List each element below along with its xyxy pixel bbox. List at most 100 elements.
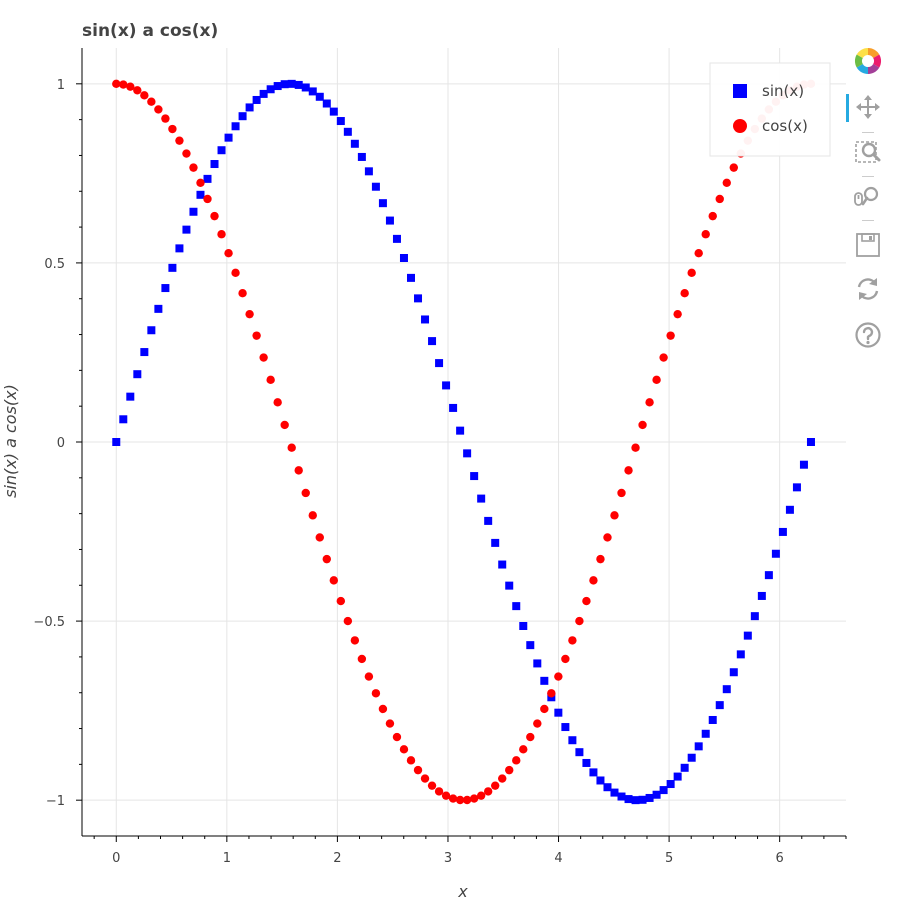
sin-data-point[interactable] — [456, 426, 465, 435]
sin-data-point[interactable] — [533, 659, 542, 668]
sin-data-point[interactable] — [806, 438, 815, 446]
sin-data-point[interactable] — [147, 326, 156, 335]
cos-data-point[interactable] — [308, 511, 317, 520]
cos-data-point[interactable] — [182, 149, 191, 158]
sin-data-point[interactable] — [308, 87, 317, 96]
cos-data-point[interactable] — [666, 331, 675, 340]
sin-data-point[interactable] — [631, 796, 640, 805]
cos-data-point[interactable] — [659, 353, 668, 362]
cos-data-point[interactable] — [540, 704, 549, 714]
sin-data-point[interactable] — [414, 294, 423, 303]
sin-data-point[interactable] — [575, 748, 584, 757]
sin-data-point[interactable] — [140, 348, 149, 357]
sin-data-point[interactable] — [526, 641, 535, 650]
sin-data-point[interactable] — [701, 729, 710, 738]
sin-data-point[interactable] — [617, 792, 626, 801]
sin-data-point[interactable] — [364, 167, 373, 176]
sin-data-point[interactable] — [294, 80, 303, 89]
cos-data-point[interactable] — [512, 756, 521, 765]
cos-data-point[interactable] — [441, 791, 451, 800]
cos-data-point[interactable] — [673, 309, 682, 319]
sin-data-point[interactable] — [743, 631, 752, 640]
sin-data-point[interactable] — [238, 112, 247, 121]
sin-data-point[interactable] — [603, 783, 612, 792]
cos-data-point[interactable] — [526, 732, 535, 742]
sin-data-point[interactable] — [112, 438, 121, 446]
cos-data-point[interactable] — [301, 488, 310, 498]
sin-data-point[interactable] — [315, 92, 324, 101]
sin-data-point[interactable] — [708, 715, 717, 724]
cos-data-point[interactable] — [189, 163, 198, 172]
sin-data-point[interactable] — [792, 483, 801, 492]
cos-data-point[interactable] — [168, 124, 177, 134]
sin-data-point[interactable] — [778, 527, 787, 536]
sin-data-point[interactable] — [259, 89, 268, 98]
sin-data-point[interactable] — [498, 560, 507, 569]
sin-data-point[interactable] — [161, 284, 170, 293]
cos-data-point[interactable] — [315, 533, 324, 542]
cos-data-point[interactable] — [505, 765, 514, 775]
cos-data-point[interactable] — [631, 443, 640, 452]
cos-data-point[interactable] — [680, 289, 689, 298]
sin-data-point[interactable] — [519, 621, 528, 630]
save-tool-button[interactable] — [848, 228, 888, 262]
sin-data-point[interactable] — [561, 723, 570, 732]
sin-data-point[interactable] — [322, 99, 331, 108]
cos-data-point[interactable] — [519, 745, 528, 754]
cos-data-point[interactable] — [469, 794, 479, 803]
cos-data-point[interactable] — [161, 114, 170, 123]
sin-data-point[interactable] — [722, 685, 731, 694]
cos-data-point[interactable] — [294, 466, 303, 475]
sin-data-point[interactable] — [736, 650, 745, 659]
sin-data-point[interactable] — [392, 234, 401, 243]
cos-data-point[interactable] — [259, 353, 268, 362]
cos-data-point[interactable] — [273, 398, 282, 407]
sin-data-point[interactable] — [568, 736, 577, 745]
cos-data-point[interactable] — [491, 781, 500, 790]
cos-data-point[interactable] — [238, 289, 247, 298]
sin-data-point[interactable] — [350, 139, 359, 148]
sin-data-point[interactable] — [343, 127, 352, 136]
cos-data-point[interactable] — [455, 795, 465, 805]
sin-data-point[interactable] — [336, 117, 345, 126]
sin-data-point[interactable] — [357, 152, 366, 161]
sin-data-point[interactable] — [168, 263, 177, 272]
sin-data-point[interactable] — [435, 359, 444, 368]
help-tool-button[interactable] — [848, 318, 888, 352]
sin-data-point[interactable] — [596, 776, 605, 785]
sin-data-point[interactable] — [610, 788, 619, 797]
sin-data-point[interactable] — [133, 370, 142, 379]
sin-data-point[interactable] — [694, 742, 703, 751]
cos-data-point[interactable] — [582, 596, 591, 606]
cos-data-point[interactable] — [140, 91, 149, 100]
cos-data-point[interactable] — [498, 774, 507, 783]
cos-data-point[interactable] — [420, 774, 430, 783]
cos-data-point[interactable] — [357, 654, 367, 664]
cos-data-point[interactable] — [126, 82, 135, 91]
sin-data-point[interactable] — [554, 708, 563, 717]
sin-data-point[interactable] — [385, 216, 394, 225]
cos-data-point[interactable] — [729, 163, 738, 172]
sin-data-point[interactable] — [428, 337, 437, 346]
sin-data-point[interactable] — [757, 591, 766, 600]
sin-data-point[interactable] — [687, 753, 696, 762]
reset-tool-button[interactable] — [848, 272, 888, 306]
sin-data-point[interactable] — [449, 403, 458, 412]
cos-data-point[interactable] — [385, 719, 395, 728]
cos-data-point[interactable] — [638, 420, 647, 430]
box-zoom-tool-button[interactable] — [848, 136, 888, 170]
cos-data-point[interactable] — [364, 672, 374, 681]
cos-data-point[interactable] — [147, 97, 156, 106]
cos-data-point[interactable] — [462, 795, 472, 805]
cos-data-point[interactable] — [329, 576, 339, 585]
cos-data-point[interactable] — [413, 765, 423, 775]
sin-data-point[interactable] — [505, 581, 514, 590]
sin-data-point[interactable] — [119, 415, 128, 424]
sin-data-point[interactable] — [729, 668, 738, 677]
sin-data-point[interactable] — [659, 786, 668, 795]
sin-data-point[interactable] — [182, 225, 191, 234]
sin-data-point[interactable] — [652, 790, 661, 799]
cos-data-point[interactable] — [722, 178, 731, 187]
cos-data-point[interactable] — [392, 732, 402, 742]
sin-data-point[interactable] — [378, 199, 387, 208]
